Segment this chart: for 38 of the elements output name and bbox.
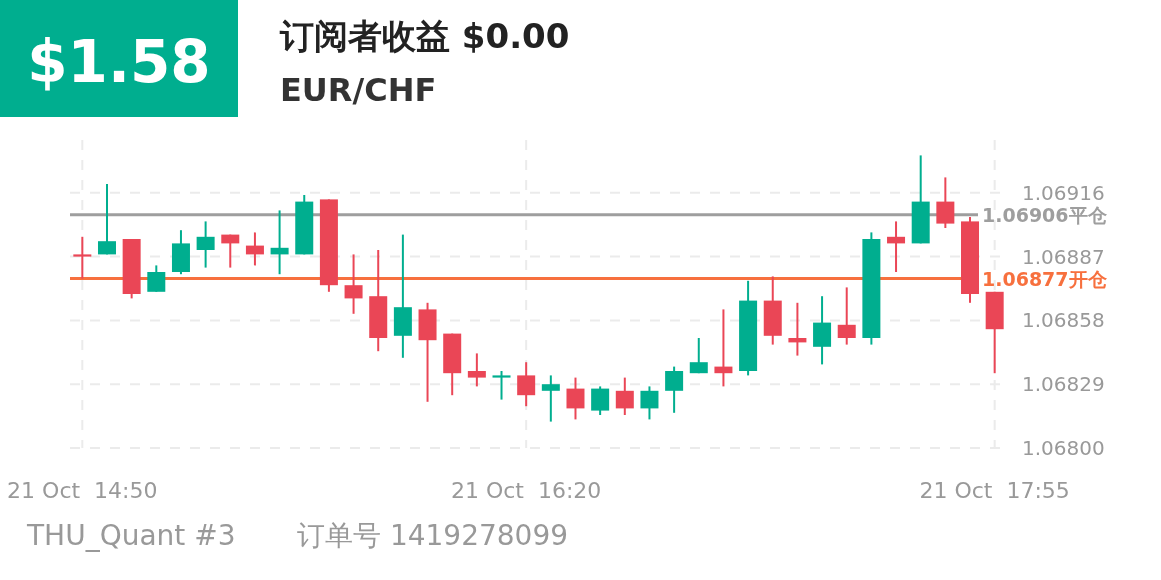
candlestick — [566, 376, 585, 421]
text: $1.58 — [27, 28, 211, 96]
candlestick — [73, 235, 92, 280]
chart-title: 订阅者收益 $0.00 — [279, 16, 570, 56]
candlestick — [245, 231, 264, 267]
x-tick-label: 21 Oct 14:50 — [7, 478, 158, 503]
text: THU_Quant #3 — [26, 519, 236, 552]
candlestick — [517, 361, 536, 408]
candlestick — [541, 374, 560, 423]
candlestick — [714, 308, 733, 388]
candlestick — [665, 365, 684, 414]
x-tick-label: 21 Oct 17:55 — [919, 478, 1070, 503]
candlestick — [689, 337, 708, 375]
y-tick-label: 1.06916 — [1022, 180, 1105, 205]
ref-line-label: 1.06877开仓 — [982, 267, 1108, 290]
candlestick — [788, 301, 807, 357]
ref-line-label: 1.06906平仓 — [982, 203, 1108, 226]
candlestick — [837, 286, 856, 346]
y-tick-label: 1.06829 — [1022, 372, 1105, 397]
candlestick — [887, 220, 906, 273]
candlestick — [97, 183, 116, 256]
y-tick-label: 1.06858 — [1022, 308, 1105, 333]
candlestick — [147, 264, 166, 293]
text: 订单号 1419278099 — [297, 519, 569, 552]
candlestick — [615, 376, 634, 416]
y-tick-label: 1.06887 — [1022, 244, 1105, 269]
candlestick — [344, 253, 363, 315]
candlestick — [270, 209, 289, 276]
candlestick — [936, 176, 955, 229]
candlestick — [492, 370, 511, 401]
candlestick — [196, 220, 215, 269]
candlestick — [467, 352, 486, 388]
chart-subtitle: EUR/CHF — [280, 71, 437, 109]
y-tick-label: 1.06800 — [1022, 436, 1105, 460]
candlestick — [221, 233, 240, 269]
x-tick-label: 21 Oct 16:20 — [450, 478, 602, 503]
candlestick — [640, 385, 659, 421]
candlestick — [591, 385, 610, 416]
